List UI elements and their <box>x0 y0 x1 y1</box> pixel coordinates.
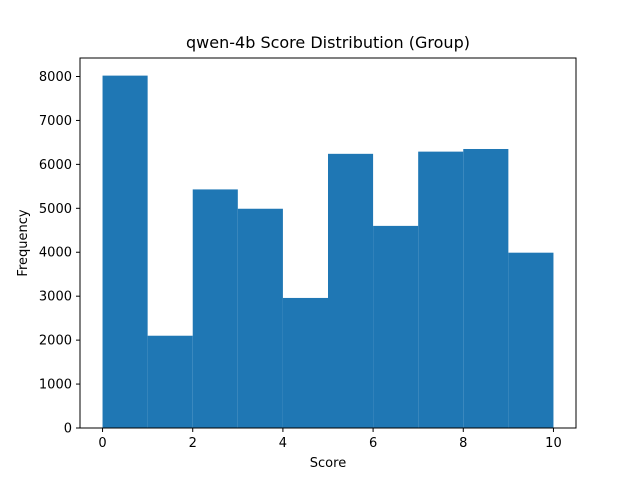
bars-group <box>102 75 554 429</box>
bar-bin-8 <box>463 148 509 429</box>
bar-bin-0 <box>102 75 148 428</box>
x-tick-label: 4 <box>279 436 287 451</box>
bar-bin-4 <box>282 297 328 428</box>
y-tick-label: 8000 <box>39 70 72 85</box>
x-tick-label: 10 <box>545 436 562 451</box>
x-tick-label: 0 <box>98 436 106 451</box>
bar-bin-2 <box>192 189 238 428</box>
bar-bin-1 <box>147 335 193 428</box>
bar-bin-7 <box>418 151 464 428</box>
bar-bin-5 <box>328 153 374 428</box>
y-tick-label: 7000 <box>39 114 72 129</box>
x-tick-label: 2 <box>189 436 197 451</box>
x-axis-label: Score <box>310 456 346 471</box>
bar-bin-3 <box>237 208 283 428</box>
chart-title: qwen-4b Score Distribution (Group) <box>186 33 470 52</box>
y-tick-label: 0 <box>64 422 72 437</box>
x-axis-ticks: 0 2 4 6 8 10 <box>98 428 562 451</box>
x-tick-label: 6 <box>369 436 377 451</box>
plot-frame <box>79 57 577 429</box>
y-tick-label: 1000 <box>39 378 72 393</box>
y-tick-label: 2000 <box>39 334 72 349</box>
y-tick-label: 3000 <box>39 290 72 305</box>
y-tick-label: 4000 <box>39 246 72 261</box>
y-tick-label: 6000 <box>39 158 72 173</box>
y-axis-label: Frequency <box>16 209 31 276</box>
x-tick-label: 8 <box>459 436 467 451</box>
y-tick-label: 5000 <box>39 202 72 217</box>
bar-bin-6 <box>373 225 419 428</box>
bar-bin-9 <box>508 252 554 428</box>
y-axis-ticks: 0 1000 2000 3000 4000 5000 6000 7000 8000 <box>39 70 80 437</box>
